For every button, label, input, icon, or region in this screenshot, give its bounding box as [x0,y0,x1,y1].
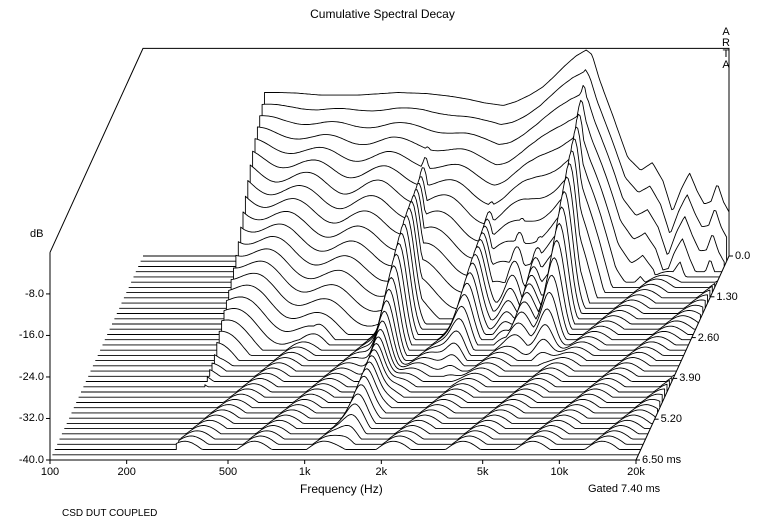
decay-slices [50,49,730,461]
y-tick-label: -24.0 [18,370,44,383]
time-tick-label: 1.30 [716,290,738,303]
decay-slice [64,403,651,430]
time-axis-line [635,255,730,461]
y-tick-label: -16.0 [18,329,44,342]
time-tick-label: 6.50 ms [642,454,682,466]
time-tick-label: 5.20 [660,413,683,426]
y-tick-label: -40.0 [18,454,44,466]
x-tick-label: 500 [218,466,238,478]
x-tick-label: 100 [40,466,60,478]
x-tick-label: 200 [117,466,136,478]
back-wall-edge [49,47,730,256]
decay-slice [54,440,641,450]
time-tick-label: 2.60 [697,331,720,344]
x-tick-label: 20k [627,466,645,478]
y-tick-label: -32.0 [18,412,44,425]
x-tick-label: 1k [298,466,311,478]
x-tick-label: 2k [375,466,388,478]
footer-caption: CSD DUT COUPLED [62,508,158,519]
x-tick-label: 5k [476,466,489,478]
time-tick-label: 0.0 [735,250,751,262]
x-tick-label: 10k [550,466,569,478]
chart-title: Cumulative Spectral Decay [310,7,455,21]
y-axis-label: dB [30,228,44,240]
x-axis-label: Frequency (Hz) [300,482,383,496]
decay-slice [59,424,646,440]
time-tick-label: 3.90 [679,372,701,385]
decay-slice [61,414,648,435]
decay-slice [57,434,644,445]
gated-label: Gated 7.40 ms [588,483,661,495]
y-tick-label: -8.0 [25,287,44,300]
